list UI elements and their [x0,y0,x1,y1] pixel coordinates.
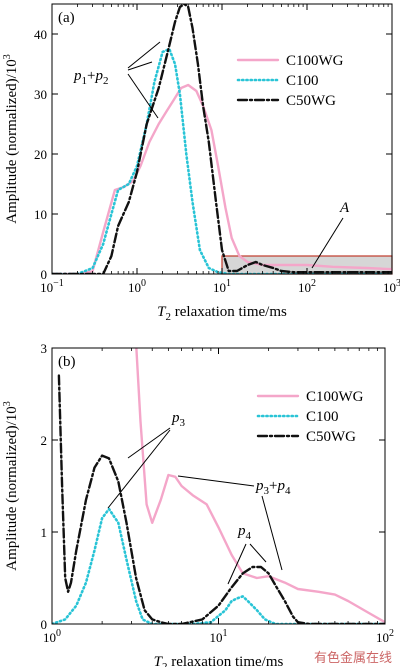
a-legend-label-c100wg: C100WG [286,53,344,69]
b-x-tick-label: 101 [210,628,228,645]
panel-b-chart: 100 101 102 0 1 2 3 (b) C100WG C100 C50WG p3 p3+p… [2,341,394,667]
b-series-line-c100 [52,507,385,624]
annotation-leader-p1p2-a [127,41,161,69]
a-y-tick-label: 10 [34,207,47,222]
a-y-tick-label: 0 [41,267,48,282]
panel-a-x-axis-label: T2 relaxation time/ms [157,304,287,323]
a-x-tick-label: 102 [298,278,316,295]
panel-b-x-axis-label: T2 relaxation time/ms [154,654,284,667]
panel-a-label: (a) [58,10,75,26]
annotation-leader-p1p2-c [127,73,159,119]
annotation-leader-p3p4-b [261,495,283,571]
annotation-leader-p4-b [249,543,267,563]
a-x-tick-label: 10−1 [40,278,64,295]
b-y-tick-label: 2 [41,433,48,448]
b-x-tick-label: 102 [376,628,394,645]
panel-a-y-axis-label: Amplitude (normalized)/103 [2,54,20,224]
annotation-leader-p3-b [107,429,171,509]
b-series-line-c100wg [135,348,385,624]
annotation-p1-p2: p1+p2 [73,68,108,87]
b-series-line-c50wg [57,374,385,624]
a-y-tick-label: 20 [34,147,47,162]
annotation-leader-p3p4-a [177,475,255,487]
panel-b-y-axis-label: Amplitude (normalized)/103 [2,401,20,571]
a-y-tick-label: 30 [34,87,47,102]
b-y-tick-label: 3 [41,341,48,356]
panel-b-legend: C100WG C100 C50WG [256,389,364,445]
annotation-leader-p4-a [227,543,247,585]
annotation-leader-a [311,217,344,269]
a-series-line-c100 [52,47,392,274]
panel-b-annotations: p3 p3+p4 p4 [107,410,291,585]
panel-b-ticks: 100 101 102 0 1 2 3 [41,341,395,645]
b-legend-label-c100wg: C100WG [306,389,364,405]
b-legend-label-c50wg: C50WG [306,429,356,445]
a-legend-label-c50wg: C50WG [286,93,336,109]
panel-b-series [52,348,385,624]
b-x-tick-label: 100 [43,628,61,645]
a-x-tick-label: 100 [128,278,146,295]
panel-a-legend: C100WG C100 C50WG [236,53,344,109]
annotation-leader-p3-a [127,427,171,459]
annotation-a: A [339,200,350,216]
b-legend-label-c100: C100 [306,409,339,425]
panel-a-annotations: p1+p2 A [73,41,350,269]
b-y-tick-label: 0 [41,617,48,632]
a-legend-label-c100: C100 [286,73,319,89]
a-series-line-c50wg [52,4,392,274]
panel-a-series [52,4,392,274]
annotation-p3-p4: p3+p4 [255,478,291,497]
annotation-p3: p3 [171,410,186,429]
a-x-tick-label: 103 [383,278,400,295]
a-x-tick-label: 101 [213,278,231,295]
b-y-tick-label: 1 [41,525,48,540]
annotation-p4: p4 [237,523,252,542]
watermark: 有色金属在线 [314,650,392,666]
annotation-leader-p1p2-b [127,61,153,71]
panel-b-label: (b) [58,354,76,370]
panel-a-ticks: 10−1 100 101 102 103 0 10 20 30 40 [34,4,400,295]
a-y-tick-label: 40 [34,27,47,42]
